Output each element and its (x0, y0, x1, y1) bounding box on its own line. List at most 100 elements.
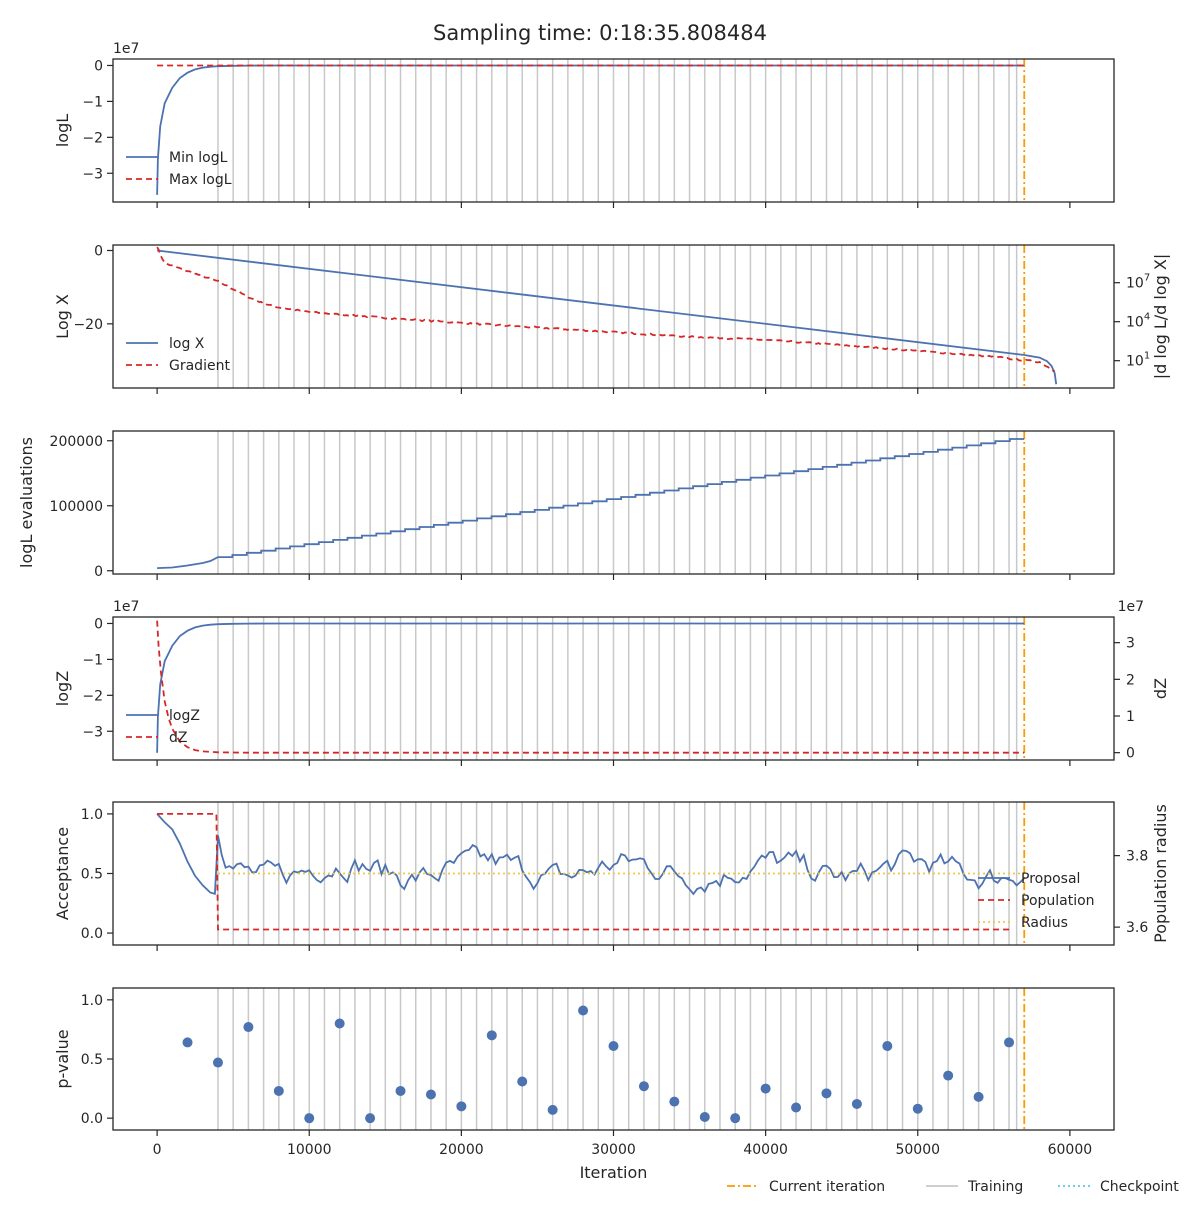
scatter-point (943, 1070, 954, 1081)
legend-label: Gradient (169, 358, 230, 374)
series-min-logl-line (156, 64, 1025, 195)
y-tick-label: 1.0 (81, 807, 103, 823)
y-tick-label: 0.0 (81, 926, 103, 942)
right-y-tick-label: 2 (1126, 672, 1135, 688)
y-axis-label: logL evaluations (17, 437, 36, 568)
scatter-point (699, 1111, 710, 1122)
x-tick-label: 30000 (591, 1142, 636, 1158)
scatter-point (425, 1089, 436, 1100)
y-axis-label: Acceptance (53, 827, 72, 920)
figure-legend-label: Training (967, 1179, 1023, 1195)
plot-area (156, 617, 1026, 760)
scatter-point (851, 1098, 862, 1109)
y-tick-label: 0.0 (81, 1111, 103, 1127)
y-tick-label: 0.5 (81, 1052, 103, 1068)
y-tick-label: 0 (94, 564, 103, 580)
legend-label: Population (1021, 893, 1095, 909)
series-log-x-line (156, 249, 1058, 385)
scatter-point (486, 1030, 497, 1041)
figure-legend-label: Current iteration (769, 1179, 885, 1195)
y-tick-label: 0 (94, 616, 103, 632)
legend-label: logZ (169, 708, 200, 724)
legend-label: Min logL (169, 150, 228, 166)
figure-legend: Current iteration Training Checkpoint (727, 1179, 1179, 1195)
y-axis-label: Log X (53, 294, 72, 339)
right-y-axis-label: dZ (1151, 678, 1170, 699)
panel-p_value: 0 10000 20000 30000 40000 50000 60000 0.0 0.5 1.0… (53, 987, 1115, 1158)
y-tick-label: −1 (82, 652, 103, 668)
y-tick-label: 100000 (50, 499, 103, 515)
y-tick-label: 0 (94, 58, 103, 74)
legend-label: Proposal (1021, 871, 1080, 887)
figure-legend-label: Checkpoint (1100, 1179, 1179, 1195)
right-y-axis-label: Population radius (1151, 804, 1170, 943)
scatter-point (973, 1091, 984, 1102)
scatter-point (821, 1088, 832, 1099)
scatter-point (608, 1040, 619, 1051)
plot-area (156, 245, 1058, 388)
series-proposal-line (156, 813, 1025, 896)
y-axis-label: p-value (53, 1029, 72, 1088)
scatter-point (1004, 1037, 1015, 1048)
right-y-offset-label: 1e7 (1118, 599, 1144, 615)
x-axis-label: Iteration (580, 1163, 648, 1182)
plot-area (157, 431, 1026, 574)
right-y-axis-label: |d log L/d log X| (1151, 254, 1170, 379)
right-y-tick-label: 107 (1126, 273, 1150, 292)
scatter-point (547, 1104, 558, 1115)
scatter-point (273, 1085, 284, 1096)
y-tick-label: 0.5 (81, 867, 103, 883)
legend-label: Radius (1021, 915, 1068, 931)
legend-label: log X (169, 336, 205, 352)
scatter-point (882, 1040, 893, 1051)
scatter-point (760, 1083, 771, 1094)
series-likelihood_evaluations-line (157, 438, 1025, 569)
legend-label: dZ (169, 730, 187, 746)
y-offset-label: 1e7 (113, 599, 139, 615)
x-tick-label: 40000 (743, 1142, 788, 1158)
scatter-point (212, 1057, 223, 1068)
scatter-point (578, 1005, 589, 1016)
panel-logZ: 0 −1 −2 −3 1e7 logZ 0 1 2 3 1e7 dZ logZ dZ (53, 599, 1170, 766)
scatter-point (912, 1103, 923, 1114)
right-y-tick-label: 101 (1126, 351, 1150, 370)
scatter-point (730, 1113, 741, 1124)
x-tick-label: 10000 (287, 1142, 332, 1158)
series-logz-line (156, 622, 1025, 753)
panel-likelihood_evaluations: 0 100000 200000 logL evaluations (17, 430, 1115, 580)
scatter-point (334, 1018, 345, 1029)
panel-acceptance: 0.0 0.5 1.0 Acceptance 3.6 3.8 Population radi… (53, 801, 1170, 951)
x-tick-label: 20000 (439, 1142, 484, 1158)
scatter-point (669, 1096, 680, 1107)
plot-area (156, 59, 1026, 202)
series-gradient-line (156, 246, 1055, 372)
y-offset-label: 1e7 (113, 41, 139, 57)
series-population-line (157, 813, 1009, 931)
scatter-point (182, 1037, 193, 1048)
right-y-tick-label: 1 (1126, 709, 1135, 725)
scatter-point (456, 1101, 467, 1112)
y-tick-label: −1 (82, 94, 103, 110)
y-tick-label: −2 (82, 688, 103, 704)
plot-area (182, 988, 1026, 1130)
scatter-point (365, 1113, 376, 1124)
scatter-point (638, 1081, 649, 1092)
series-dz-line (156, 620, 1025, 754)
y-axis-label: logL (53, 114, 72, 147)
x-tick-label: 50000 (895, 1142, 940, 1158)
right-y-tick-label: 3.6 (1126, 920, 1148, 936)
scatter-point (243, 1022, 254, 1033)
x-tick-label: 0 (153, 1142, 162, 1158)
y-tick-label: 1.0 (81, 993, 103, 1009)
scatter-point (304, 1113, 315, 1124)
right-y-tick-label: 104 (1126, 312, 1150, 331)
legend-label: Max logL (169, 172, 232, 188)
scatter-point (791, 1102, 802, 1113)
y-tick-label: 200000 (50, 434, 103, 450)
scatter-point (517, 1076, 528, 1087)
right-y-tick-label: 3.8 (1126, 849, 1148, 865)
y-tick-label: −3 (82, 724, 103, 740)
